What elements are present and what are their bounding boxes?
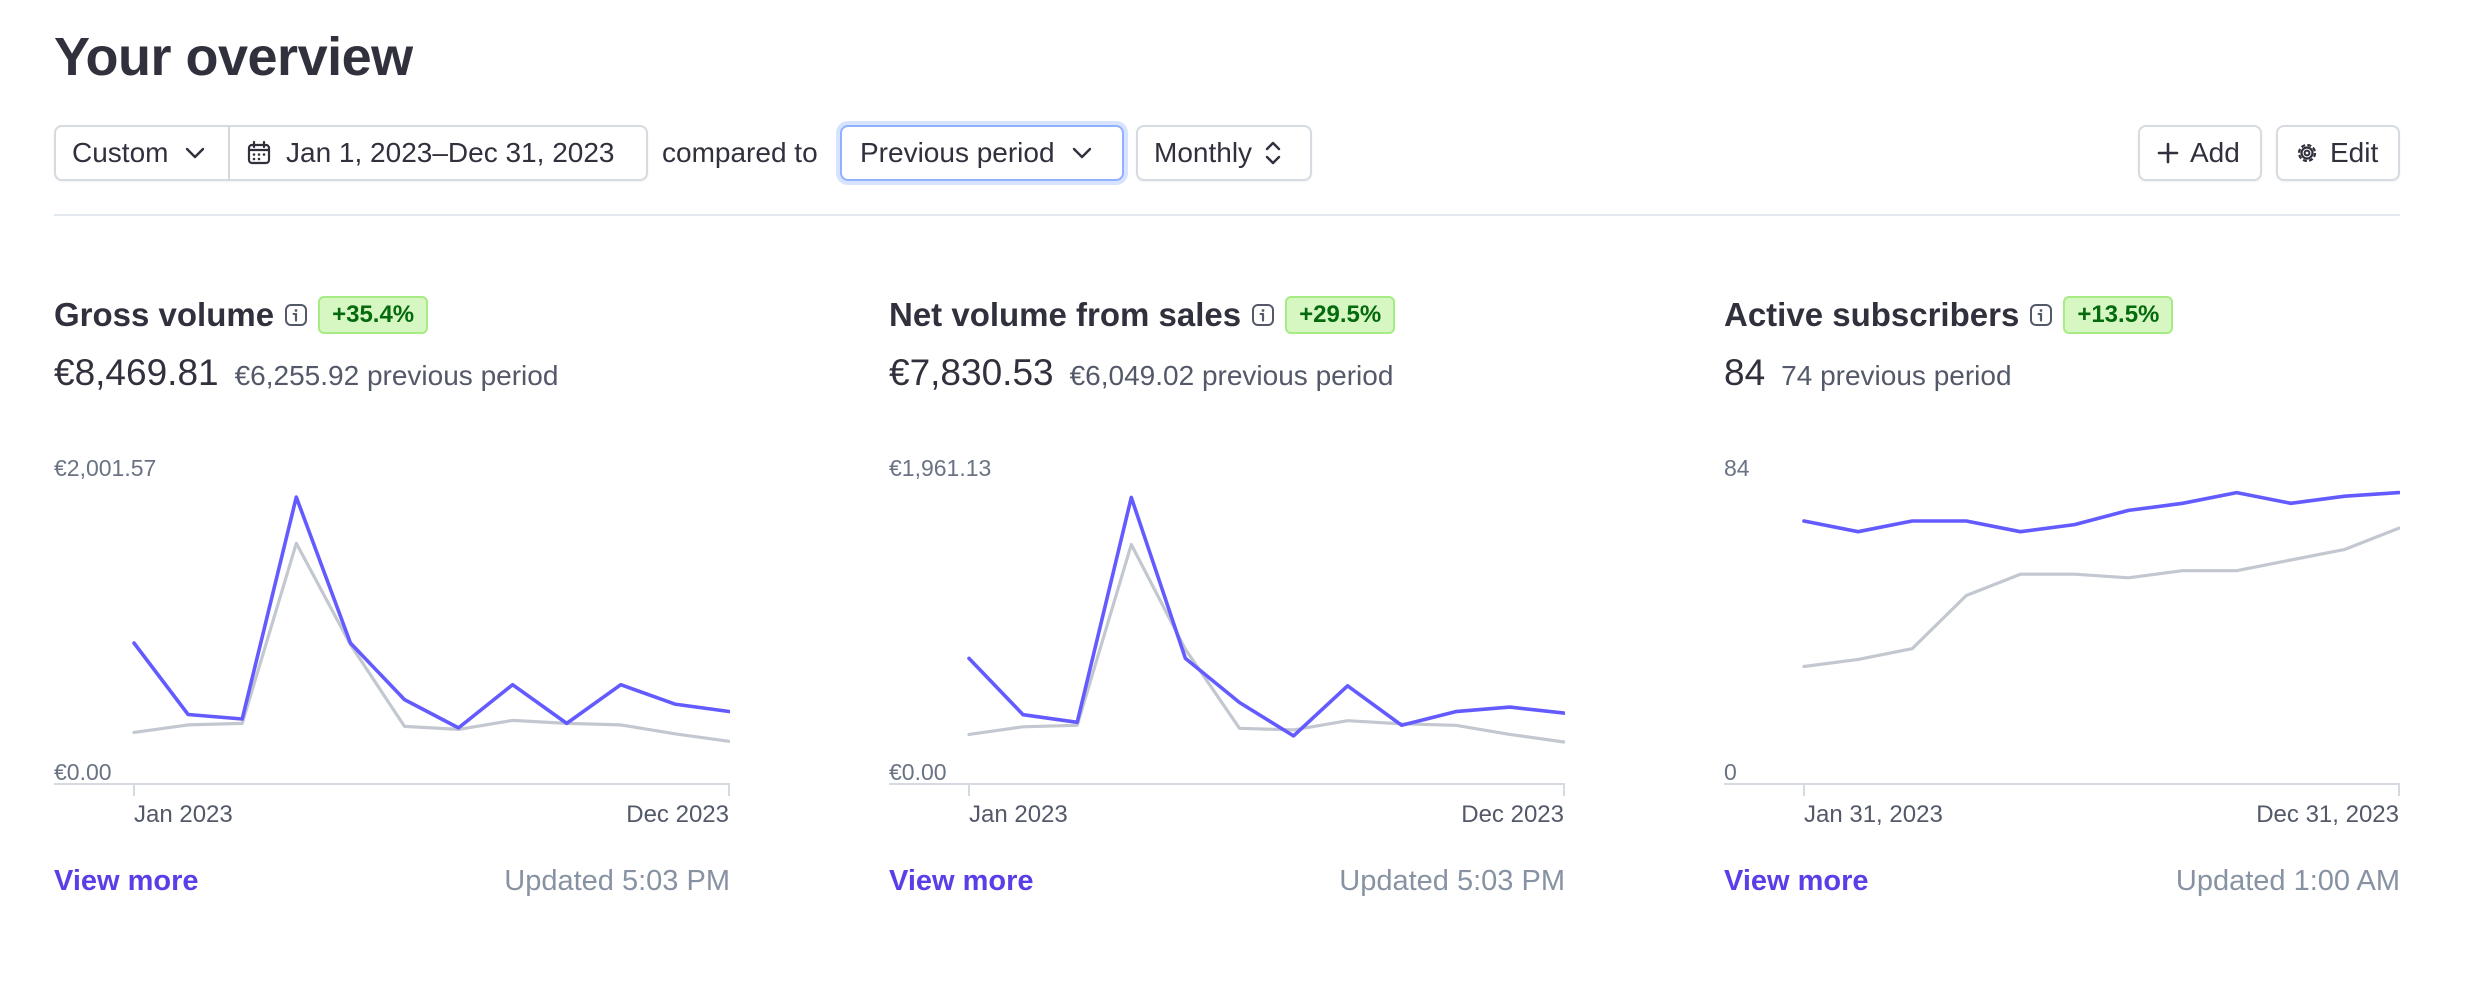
add-button[interactable]: Add: [2138, 125, 2262, 181]
current-period-line: [132, 495, 730, 730]
current-period-line: [1802, 490, 2400, 534]
line-chart: €2,001.57 €0.00 Jan 2023 Dec 2023: [54, 455, 730, 828]
view-more-link[interactable]: View more: [889, 865, 1034, 897]
x-end-label: Dec 2023: [1461, 801, 1564, 828]
previous-value: €6,049.02 previous period: [1069, 360, 1394, 391]
current-value: €8,469.81: [54, 352, 219, 393]
y-max-label: 84: [1724, 455, 1750, 481]
calendar-icon: [247, 140, 271, 165]
y-min-label: €0.00: [889, 759, 947, 785]
current-value: €7,830.53: [889, 352, 1054, 393]
previous-value: €6,255.92 previous period: [234, 360, 559, 391]
card-title: Net volume from sales: [889, 296, 1242, 333]
compared-to-label: compared to: [662, 137, 818, 168]
y-min-label: €0.00: [54, 759, 112, 785]
filter-toolbar: Custom Jan 1, 2023–Dec 31, 2023 compared…: [54, 125, 2400, 185]
edit-button[interactable]: Edit: [2276, 125, 2400, 181]
toolbar-divider: [54, 214, 2400, 216]
previous-period-line: [967, 542, 1565, 744]
card-header: Active subscribers +13.5%: [1724, 290, 2174, 340]
range-preset-label: Custom: [72, 137, 169, 168]
updated-timestamp: Updated 1:00 AM: [2175, 865, 2400, 897]
info-icon[interactable]: [2029, 303, 2053, 327]
x-end-label: Dec 2023: [626, 801, 729, 828]
plus-icon: [2157, 142, 2179, 164]
gear-icon: [2297, 143, 2317, 163]
interval-select[interactable]: Monthly: [1136, 125, 1312, 181]
previous-period-line: [1802, 526, 2400, 669]
line-chart: €1,961.13 €0.00 Jan 2023 Dec 2023: [889, 455, 1565, 828]
date-range-label: Jan 1, 2023–Dec 31, 2023: [286, 137, 615, 168]
y-max-label: €1,961.13: [889, 455, 991, 481]
view-more-link[interactable]: View more: [1724, 865, 1869, 897]
edit-button-label: Edit: [2330, 137, 2379, 168]
view-more-link[interactable]: View more: [54, 865, 199, 897]
metric-card-active-subscribers: Active subscribers +13.5% 84 74 previous…: [1724, 290, 2400, 930]
updated-timestamp: Updated 5:03 PM: [1339, 865, 1565, 897]
chevron-down-icon: [186, 147, 205, 159]
line-chart: 84 0 Jan 31, 2023 Dec 31, 2023: [1724, 455, 2400, 828]
change-badge: +13.5%: [2063, 296, 2174, 334]
info-icon[interactable]: [284, 303, 308, 327]
card-values: €7,830.53 €6,049.02 previous period: [889, 352, 1393, 402]
updated-timestamp: Updated 5:03 PM: [504, 865, 730, 897]
x-start-label: Jan 2023: [134, 801, 233, 828]
metric-card-net-volume: Net volume from sales +29.5% €7,830.53 €…: [889, 290, 1565, 930]
change-badge: +29.5%: [1285, 296, 1396, 334]
change-badge: +35.4%: [318, 296, 429, 334]
card-header: Gross volume +35.4%: [54, 290, 429, 340]
range-preset-select[interactable]: Custom: [54, 125, 230, 181]
card-values: 84 74 previous period: [1724, 352, 2012, 402]
y-min-label: 0: [1724, 759, 1737, 785]
comparison-label: Previous period: [860, 137, 1055, 168]
interval-label: Monthly: [1154, 137, 1253, 168]
current-value: 84: [1724, 352, 1766, 393]
card-header: Net volume from sales +29.5%: [889, 290, 1396, 340]
info-icon[interactable]: [1251, 303, 1275, 327]
card-values: €8,469.81 €6,255.92 previous period: [54, 352, 558, 402]
add-button-label: Add: [2190, 137, 2240, 168]
previous-value: 74 previous period: [1781, 360, 2012, 391]
x-start-label: Jan 2023: [969, 801, 1068, 828]
page-title: Your overview: [54, 27, 413, 87]
previous-period-line: [132, 541, 730, 743]
metric-card-gross-volume: Gross volume +35.4% €8,469.81 €6,255.92 …: [54, 290, 730, 930]
current-period-line: [967, 495, 1565, 738]
chevron-up-down-icon: [1265, 141, 1281, 165]
y-max-label: €2,001.57: [54, 455, 156, 481]
x-end-label: Dec 31, 2023: [2256, 801, 2399, 828]
card-title: Active subscribers: [1724, 296, 2020, 333]
chevron-down-icon: [1072, 147, 1091, 159]
card-title: Gross volume: [54, 296, 275, 333]
date-range-picker[interactable]: Jan 1, 2023–Dec 31, 2023: [230, 125, 648, 181]
x-start-label: Jan 31, 2023: [1804, 801, 1943, 828]
comparison-select[interactable]: Previous period: [840, 125, 1124, 181]
